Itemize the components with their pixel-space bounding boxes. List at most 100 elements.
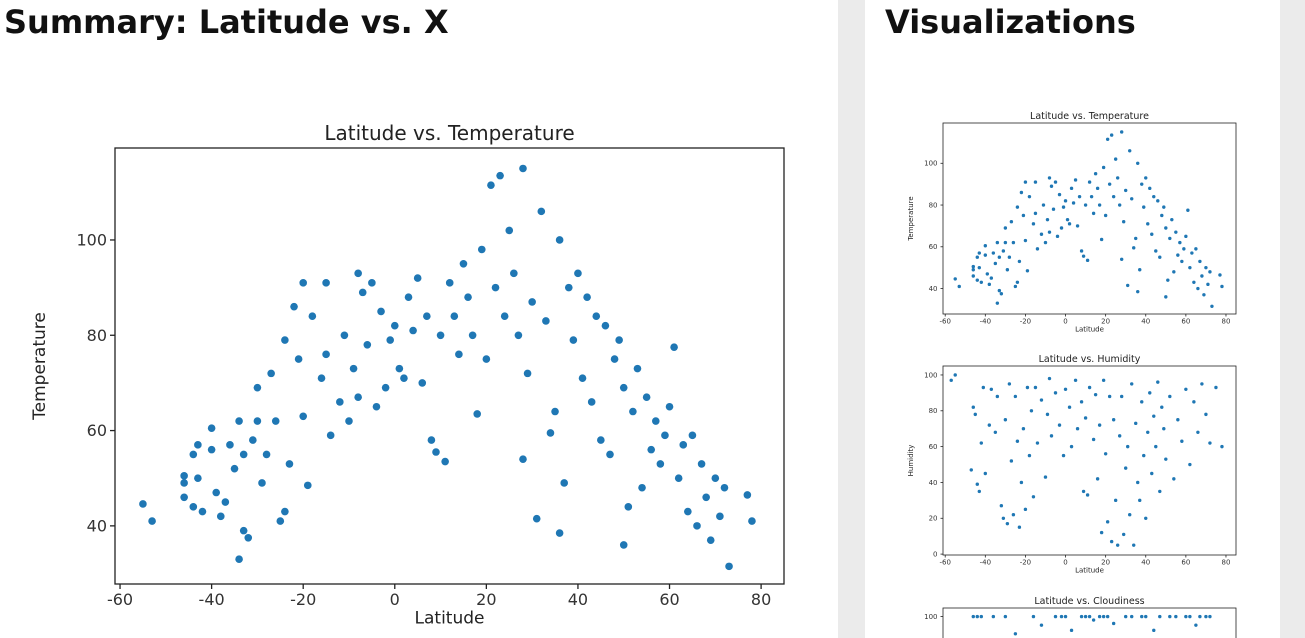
point <box>514 331 523 340</box>
point <box>1013 284 1018 289</box>
point <box>1099 237 1104 242</box>
point <box>619 383 628 392</box>
point <box>1023 507 1028 512</box>
point <box>1184 387 1188 391</box>
point <box>1053 180 1058 184</box>
y-axis-label: Temperature <box>30 312 50 421</box>
point <box>1023 238 1028 243</box>
point <box>436 331 445 340</box>
point <box>1204 614 1208 619</box>
y-tick-label: 80 <box>929 201 938 209</box>
point <box>519 164 527 173</box>
point <box>1123 188 1128 193</box>
point <box>1111 621 1116 626</box>
chart-title: Latitude vs. Humidity <box>1039 354 1141 365</box>
point <box>656 460 665 468</box>
point <box>1142 453 1146 458</box>
y-tick-label: 20 <box>929 515 938 523</box>
point <box>1117 203 1122 207</box>
point <box>345 417 353 425</box>
point <box>1007 255 1012 259</box>
point <box>1188 265 1192 270</box>
point <box>1150 471 1154 476</box>
point <box>368 279 376 287</box>
point <box>1105 614 1110 619</box>
point <box>1097 614 1102 619</box>
point <box>1049 184 1054 188</box>
point <box>1011 240 1016 245</box>
plot-frame <box>114 147 785 585</box>
point <box>528 298 536 306</box>
point <box>1017 259 1022 264</box>
point <box>1196 286 1200 291</box>
point <box>1063 614 1068 619</box>
point <box>1168 394 1172 399</box>
point <box>1144 614 1148 619</box>
point <box>1111 418 1116 422</box>
point <box>1035 247 1040 251</box>
point <box>1027 453 1032 458</box>
point <box>1053 391 1058 395</box>
point <box>249 436 257 444</box>
point <box>409 326 417 335</box>
x-tick-label: 0 <box>1063 318 1067 326</box>
point <box>1071 201 1076 205</box>
point <box>583 293 591 301</box>
point <box>189 450 198 459</box>
point <box>725 562 733 571</box>
point <box>702 493 710 502</box>
point <box>651 417 660 425</box>
point <box>1077 194 1082 199</box>
point <box>1103 452 1108 456</box>
point <box>1069 186 1074 191</box>
point <box>1218 273 1222 277</box>
point <box>299 279 307 287</box>
x-tick-label: -40 <box>980 559 991 567</box>
point <box>1013 394 1018 399</box>
x-tick-label: 80 <box>1222 318 1231 326</box>
point <box>1093 392 1098 397</box>
point <box>1021 427 1026 431</box>
point <box>983 471 988 476</box>
x-tick-label: 60 <box>1181 559 1190 567</box>
point <box>459 259 468 268</box>
point <box>1119 394 1124 399</box>
point <box>995 394 1000 399</box>
point <box>1019 190 1024 195</box>
point <box>148 517 156 525</box>
point <box>1009 220 1014 224</box>
point <box>1031 495 1036 499</box>
point <box>1087 614 1092 619</box>
point <box>477 245 486 254</box>
point <box>1176 253 1180 257</box>
point <box>189 503 198 511</box>
point <box>1003 614 1008 619</box>
point <box>1150 232 1154 236</box>
point <box>230 464 239 473</box>
point <box>441 457 449 466</box>
point <box>1013 632 1018 636</box>
x-tick-label: 40 <box>1141 559 1150 567</box>
y-tick-label: 40 <box>929 285 938 293</box>
x-tick-label: -60 <box>107 590 133 609</box>
point <box>987 423 992 427</box>
point <box>267 369 275 378</box>
point <box>1121 220 1126 224</box>
point <box>194 441 202 449</box>
point <box>983 244 988 248</box>
point <box>180 472 188 480</box>
point <box>647 445 656 454</box>
point <box>1115 176 1120 180</box>
x-tick-label: 20 <box>476 590 496 609</box>
chart-title: Latitude vs. Cloudiness <box>1034 596 1144 607</box>
point <box>1103 213 1108 218</box>
point <box>1075 427 1080 431</box>
point <box>592 312 601 321</box>
point <box>1069 444 1074 449</box>
point <box>1091 618 1096 622</box>
point <box>390 321 399 330</box>
point <box>975 614 979 619</box>
x-axis-label: Latitude <box>1075 326 1104 334</box>
x-tick-label: -20 <box>290 590 316 609</box>
x-tick-label: 40 <box>1141 318 1150 326</box>
